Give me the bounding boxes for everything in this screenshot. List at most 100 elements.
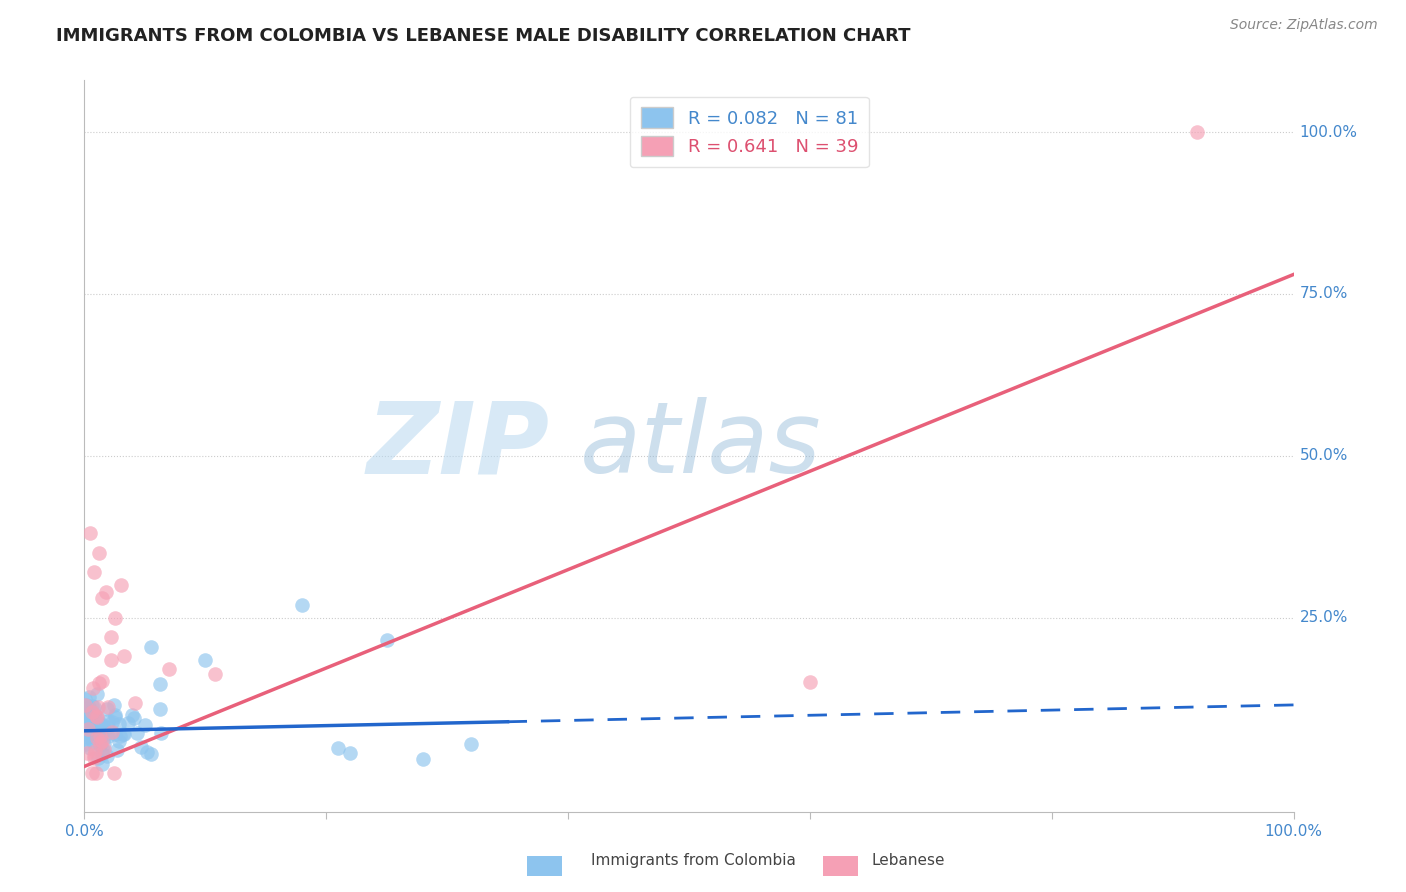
Point bbox=[76, 731, 98, 745]
Point bbox=[112, 649, 135, 664]
Point bbox=[80, 723, 103, 737]
Point bbox=[76, 714, 98, 728]
Point bbox=[90, 718, 112, 732]
Point bbox=[97, 729, 120, 743]
Point bbox=[77, 722, 100, 736]
Point bbox=[412, 751, 434, 765]
Point bbox=[110, 578, 132, 592]
Point bbox=[101, 714, 124, 729]
Point bbox=[84, 723, 107, 737]
Text: 75.0%: 75.0% bbox=[1299, 286, 1348, 301]
Point bbox=[86, 731, 108, 745]
Point bbox=[125, 726, 148, 740]
Point bbox=[89, 729, 111, 743]
Point bbox=[122, 711, 145, 725]
Text: 50.0%: 50.0% bbox=[1299, 448, 1348, 463]
Point bbox=[83, 750, 105, 764]
Point bbox=[83, 744, 105, 758]
Point bbox=[91, 718, 114, 732]
Point bbox=[80, 699, 103, 714]
Point bbox=[104, 710, 127, 724]
Point bbox=[89, 738, 111, 752]
Point bbox=[91, 743, 114, 757]
Point bbox=[103, 698, 125, 712]
Point bbox=[108, 734, 131, 748]
Point bbox=[75, 707, 97, 722]
Point bbox=[75, 710, 97, 724]
Point bbox=[73, 731, 96, 745]
Point bbox=[90, 726, 112, 740]
Point bbox=[117, 716, 139, 731]
Point bbox=[87, 546, 110, 560]
Point bbox=[82, 681, 104, 696]
Point bbox=[89, 730, 111, 744]
Point bbox=[86, 720, 108, 734]
Point bbox=[375, 633, 398, 648]
Point bbox=[328, 741, 350, 756]
Point bbox=[86, 699, 108, 714]
Point bbox=[93, 741, 115, 756]
Point bbox=[91, 674, 114, 689]
Point bbox=[75, 737, 97, 751]
Point bbox=[87, 676, 110, 690]
Point bbox=[80, 718, 103, 732]
Point bbox=[89, 736, 111, 750]
Point bbox=[104, 610, 127, 624]
Point bbox=[157, 662, 180, 676]
Legend: R = 0.082   N = 81, R = 0.641   N = 39: R = 0.082 N = 81, R = 0.641 N = 39 bbox=[630, 96, 869, 167]
Point bbox=[80, 705, 103, 719]
Point bbox=[87, 751, 110, 765]
Point bbox=[107, 743, 129, 757]
Point bbox=[97, 720, 120, 734]
Point bbox=[89, 729, 111, 743]
Point bbox=[97, 699, 120, 714]
Point bbox=[91, 591, 114, 606]
Point bbox=[1185, 125, 1208, 139]
Point bbox=[75, 698, 97, 713]
Text: IMMIGRANTS FROM COLOMBIA VS LEBANESE MALE DISABILITY CORRELATION CHART: IMMIGRANTS FROM COLOMBIA VS LEBANESE MAL… bbox=[56, 27, 911, 45]
Point bbox=[100, 630, 122, 644]
Point bbox=[460, 737, 482, 751]
Point bbox=[96, 702, 118, 716]
Point bbox=[87, 713, 110, 727]
Point bbox=[83, 566, 105, 580]
Point bbox=[79, 526, 101, 541]
Point bbox=[111, 726, 134, 740]
Point bbox=[131, 740, 153, 755]
Text: 25.0%: 25.0% bbox=[1299, 610, 1348, 625]
Point bbox=[97, 714, 120, 729]
Point bbox=[83, 747, 105, 762]
Point bbox=[86, 687, 108, 701]
Point bbox=[86, 710, 108, 724]
Point bbox=[75, 698, 97, 712]
Text: Source: ZipAtlas.com: Source: ZipAtlas.com bbox=[1230, 18, 1378, 32]
Point bbox=[75, 724, 97, 739]
Text: atlas: atlas bbox=[581, 398, 823, 494]
Point bbox=[799, 675, 821, 690]
Point bbox=[75, 691, 97, 706]
Text: Immigrants from Colombia: Immigrants from Colombia bbox=[591, 854, 796, 868]
Point bbox=[94, 584, 117, 599]
Point bbox=[87, 716, 110, 731]
Point bbox=[136, 745, 159, 759]
Point bbox=[79, 740, 101, 755]
Point bbox=[93, 737, 115, 751]
Point bbox=[204, 666, 226, 681]
Point bbox=[150, 725, 173, 739]
Point bbox=[339, 747, 361, 761]
Point bbox=[77, 690, 100, 704]
Point bbox=[77, 712, 100, 726]
Point bbox=[112, 727, 135, 741]
Point bbox=[82, 735, 104, 749]
Point bbox=[91, 757, 114, 772]
Point bbox=[104, 727, 127, 741]
Point bbox=[77, 726, 100, 740]
Point bbox=[83, 724, 105, 739]
Point bbox=[96, 749, 118, 764]
Point bbox=[134, 718, 156, 732]
Point bbox=[149, 702, 172, 716]
Text: ZIP: ZIP bbox=[367, 398, 550, 494]
Point bbox=[79, 720, 101, 734]
Point bbox=[94, 727, 117, 741]
Point bbox=[80, 765, 103, 780]
